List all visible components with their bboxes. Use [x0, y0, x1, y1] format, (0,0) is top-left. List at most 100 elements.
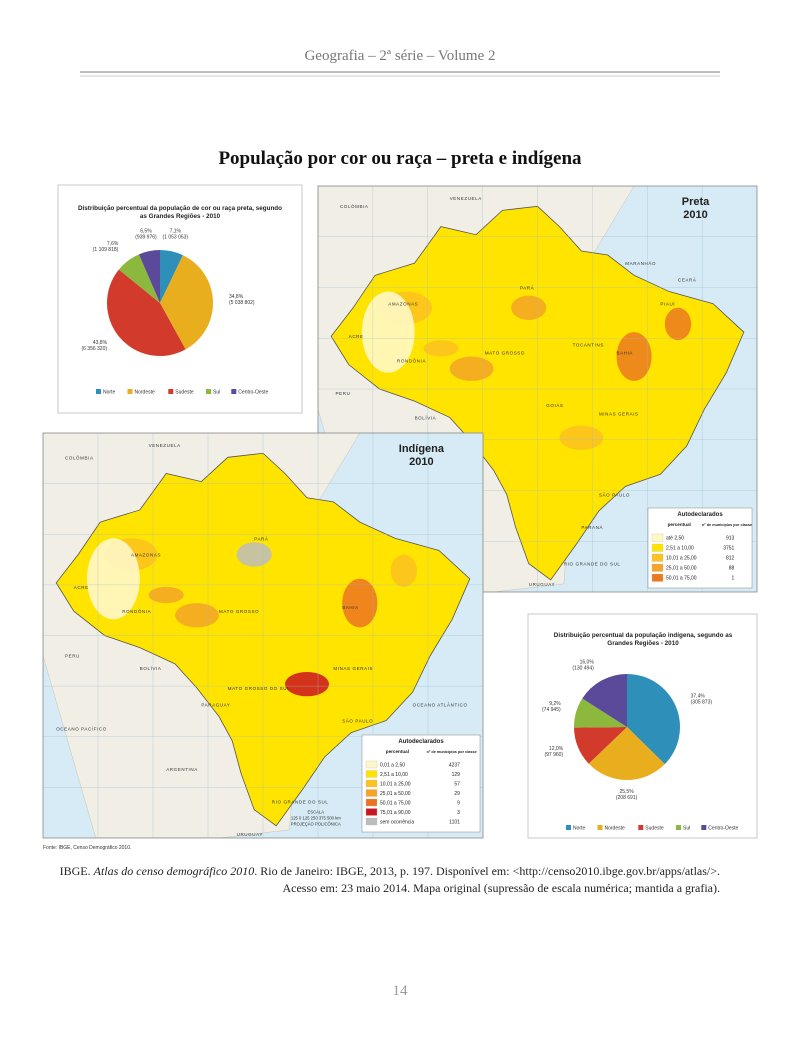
legend-swatch	[651, 573, 664, 582]
map-label: ACRE	[74, 585, 89, 590]
pie-title: Distribuição percentual da população ind…	[553, 632, 733, 647]
scale-text: PROJEÇÃO POLICÔNICA	[291, 822, 341, 827]
value-label: 12,0%	[549, 746, 564, 752]
legend-swatch	[231, 389, 237, 394]
pie-slice	[118, 254, 160, 303]
legend-class: 50,01 a 75,00	[380, 801, 411, 807]
legend-swatch	[597, 825, 603, 830]
map-label: PARANÁ	[581, 524, 603, 530]
legend-swatch	[365, 817, 378, 826]
legend-label: Norte	[103, 390, 115, 396]
pie-slice	[138, 250, 160, 303]
legend-label: Sudeste	[645, 826, 664, 832]
map-label: PERU	[336, 391, 351, 396]
pie-slice	[574, 698, 627, 728]
source: Fonte: IBGE, Censo Demográfico 2010.	[43, 845, 132, 851]
map-label: PARÁ	[254, 535, 268, 541]
legend-label: Sudeste	[175, 390, 194, 396]
map-label: BOLÍVIA	[415, 414, 437, 420]
citation-line: Acesso em: 23 maio 2014. Mapa original (…	[282, 881, 720, 895]
legend-title: Autodeclarados	[398, 739, 444, 745]
region-shading	[449, 356, 494, 381]
count-label: (1 109 818)	[93, 247, 119, 253]
legend-count: 812	[726, 556, 735, 562]
legend-swatch	[676, 825, 681, 830]
region-shading	[148, 586, 184, 604]
map-year: 2010	[683, 209, 707, 221]
map-label: MATO GROSSO	[485, 350, 525, 355]
legend-column: percentual	[668, 522, 691, 527]
legend-count: 88	[729, 566, 735, 572]
map-label: CEARÁ	[678, 276, 697, 282]
legend-box	[361, 734, 481, 833]
region-shading	[361, 291, 415, 373]
map-label: OCEANO PACÍFICO	[56, 726, 107, 732]
legend-class: até 2,50	[666, 536, 684, 542]
pie-slice	[160, 250, 183, 303]
map-label: COLÔMBIA	[340, 203, 369, 209]
legend-class: 2,51 a 10,00	[380, 772, 408, 778]
count-label: (74 945)	[542, 707, 561, 713]
value-label: 6,5%	[140, 228, 152, 234]
legend-swatch	[651, 533, 664, 542]
value-label: 34,8%	[229, 294, 244, 300]
map-frame	[42, 432, 484, 839]
count-label: (6 356 320)	[81, 346, 107, 352]
legend-class: 25,01 a 50,00	[666, 566, 697, 572]
legend-class: sem ocorrência	[380, 820, 414, 826]
legend-swatch	[96, 389, 101, 394]
legend-swatch	[651, 553, 664, 562]
legend-class: 10,01 a 25,00	[666, 556, 697, 562]
map-label: ACRE	[349, 334, 364, 339]
legend-label: Centro-Oeste	[238, 390, 268, 396]
legend-swatch	[365, 779, 378, 788]
map-title: Indígena	[399, 443, 445, 455]
map-label: TOCANTINS	[573, 342, 604, 347]
legend-swatch	[168, 389, 174, 394]
map-label: RONDÔNIA	[397, 358, 426, 364]
legend-column: nº de municípios por classe	[427, 750, 477, 754]
legend-swatch	[566, 825, 571, 830]
map-label: RONDÔNIA	[122, 608, 151, 614]
map-label: OCEANO ATLÂNTICO	[413, 701, 468, 707]
pie-slice	[106, 269, 186, 357]
map-label: RIO GRANDE DO SUL	[272, 800, 329, 805]
map-label: PIAUÍ	[660, 301, 675, 307]
running-title: Geografia – 2ª série – Volume 2	[304, 48, 496, 64]
citation-text: . Rio de Janeiro: IBGE, 2013, p. 197. Di…	[254, 864, 720, 878]
legend-swatch	[365, 798, 378, 807]
map-label: MINAS GERAIS	[333, 666, 373, 671]
legend-count: 129	[452, 772, 461, 778]
region-shading	[423, 340, 459, 357]
region-shading	[175, 603, 219, 628]
map-label: MARANHÃO	[625, 260, 656, 266]
page-title: População por cor ou raça – preta e indí…	[218, 148, 582, 169]
legend-swatch	[365, 770, 378, 778]
map-label: PARÁ	[520, 284, 534, 290]
pie-title: Distribuição percentual da população de …	[78, 205, 282, 220]
legend-box	[647, 507, 753, 589]
map-label: SÃO PAULO	[599, 492, 630, 498]
legend-label: Nordeste	[605, 826, 626, 832]
legend-swatch	[638, 825, 644, 830]
value-label: 37,4%	[691, 693, 706, 699]
legend-count: 57	[454, 782, 460, 788]
legend-count: 1	[732, 576, 735, 582]
map-label: URUGUAY	[529, 582, 555, 587]
legend-swatch	[365, 789, 378, 797]
scale-text: ESCALA	[308, 810, 325, 815]
region-shading	[664, 307, 692, 341]
pie-slice	[574, 727, 627, 764]
legend-class: 75,01 a 90,00	[380, 810, 411, 816]
map-label: PARAGUAY	[201, 702, 230, 707]
citation-author: IBGE.	[59, 864, 91, 878]
map-label: BOLÍVIA	[140, 665, 162, 671]
map-label: AMAZONAS	[131, 552, 161, 557]
legend-column: nº de municípios por classe	[702, 523, 752, 527]
legend-swatch	[365, 760, 378, 769]
count-label: (130 494)	[572, 666, 594, 672]
legend-swatch	[127, 389, 133, 394]
map-label: URUGUAY	[237, 832, 263, 837]
legend-swatch	[701, 825, 707, 830]
pie-slice	[588, 727, 665, 781]
